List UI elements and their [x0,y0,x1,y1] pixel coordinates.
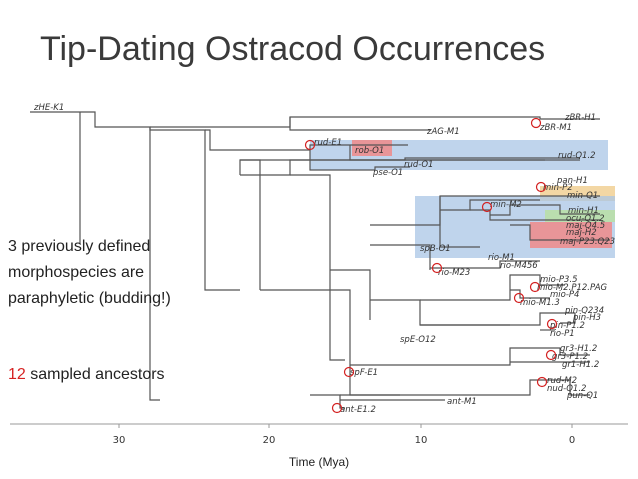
taxon-label: rud-M2 [547,376,577,386]
taxon-label: spF-E1 [350,368,378,378]
ancestor-marker [530,117,542,129]
taxon-label: nud-Q1.2 [547,384,586,394]
taxon-label: maj-H2 [566,228,597,238]
axis-tick-label: 10 [415,435,428,446]
axis-title: Time (Mya) [288,455,350,469]
ancestor-marker [535,181,547,193]
tree-branches [30,111,610,409]
highlight-rob-red [352,140,392,156]
taxon-label: ant-E1.2 [340,405,376,415]
taxon-label: min-Q1 [567,191,598,201]
taxon-label: rob-O1 [355,146,384,156]
highlight-ocu-green [545,210,615,222]
taxon-label: rio-M456 [500,261,538,271]
taxon-label: spE-O12 [400,335,436,345]
sampled-ancestors-note: 12 sampled ancestors [8,362,223,388]
ancestor-marker [481,201,493,213]
taxon-label: rud-E1 [314,138,342,148]
axis-tick-label: 30 [113,435,126,446]
taxon-label: spB-O1 [420,244,451,254]
ancestor-marker [536,376,548,388]
taxon-label: pin-P1.2 [549,321,585,331]
ancestor-marker [343,366,355,378]
sampled-ancestors-label: sampled ancestors [30,366,165,383]
phylogenetic-tree: zHE-K1 zBR-H1 zBR-M1 zAG-M1 rud-E1 rob-O… [10,103,628,446]
axis-tick-label: 20 [263,435,276,446]
taxon-label: min-M2 [490,200,522,210]
taxon-label: gr1-H1.2 [562,360,599,370]
taxon-label: zAG-M1 [426,127,460,137]
taxon-label: mio-M1.3 [520,298,560,308]
taxon-label: zHE-K1 [33,103,64,113]
ancestor-marker [546,318,558,330]
taxon-label: ocu-Q1.2 [566,214,605,224]
taxon-label: pin-H3 [572,313,601,323]
axis-tick-label: 0 [569,435,575,446]
taxon-label: rio-M23 [438,268,470,278]
time-axis: 30 20 10 0 [10,423,628,446]
clade-highlights [310,140,615,258]
taxon-label: mio-P4 [550,290,579,300]
ancestor-marker [545,349,557,361]
paraphyly-note: 3 previously defined morphospecies are p… [8,238,171,307]
ancestor-marker [304,139,316,151]
slide-title: Tip-Dating Ostracod Occurrences [40,30,546,68]
taxon-label: gr3-P1.2 [552,352,588,362]
taxon-label: min-H1 [568,206,599,216]
taxon-label: maj-P23.Q23 [560,237,615,247]
taxon-label: gr3-H1.2 [560,344,597,354]
taxon-label: ant-M1 [447,397,477,407]
taxon-label: rud-Q1.2 [558,151,596,161]
sampled-ancestors-count: 12 [8,366,26,383]
taxon-label: mio-P3.5 [540,275,578,285]
taxon-label: pse-O1 [372,168,403,178]
taxon-label: pun-Q1 [566,391,598,401]
taxon-label: pin-Q234 [564,306,604,316]
sampled-ancestor-markers [304,117,558,414]
taxon-label: pan-H1 [556,176,588,186]
ancestor-marker [431,262,443,274]
ancestor-marker [529,281,541,293]
taxon-label: rud-O1 [404,160,433,170]
taxon-label: zBR-M1 [539,123,572,133]
taxon-label: rio-M1 [488,253,515,263]
highlight-maj-red [530,222,612,248]
taxon-label: zBR-H1 [564,113,596,123]
ancestor-marker [331,402,343,414]
taxon-label: mio-M2.P12.PAG [537,283,608,293]
taxon-label: rio-P1 [550,329,575,339]
taxon-label: maj-Q4.5 [566,221,605,231]
ancestor-marker [513,292,525,304]
taxon-labels: zHE-K1 zBR-H1 zBR-M1 zAG-M1 rud-E1 rob-O… [33,103,615,415]
taxon-label: min-P2 [543,183,573,193]
